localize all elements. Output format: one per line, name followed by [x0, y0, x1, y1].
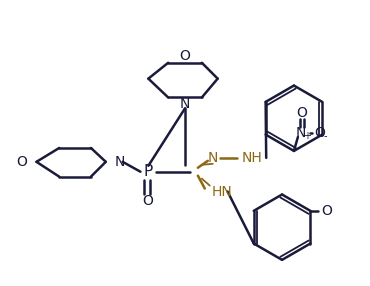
- Text: O: O: [16, 155, 27, 169]
- Text: O: O: [179, 49, 191, 63]
- Text: N: N: [180, 97, 190, 111]
- Text: N: N: [208, 151, 218, 165]
- Text: -: -: [324, 131, 327, 141]
- Text: O: O: [296, 106, 307, 120]
- Text: O: O: [142, 194, 153, 208]
- Text: N: N: [114, 155, 125, 169]
- Text: O: O: [314, 126, 325, 140]
- Text: +: +: [303, 131, 311, 141]
- Text: P: P: [144, 164, 153, 179]
- Text: N: N: [296, 126, 306, 140]
- Text: HN: HN: [212, 184, 232, 198]
- Text: O: O: [321, 204, 332, 218]
- Text: NH: NH: [242, 151, 263, 165]
